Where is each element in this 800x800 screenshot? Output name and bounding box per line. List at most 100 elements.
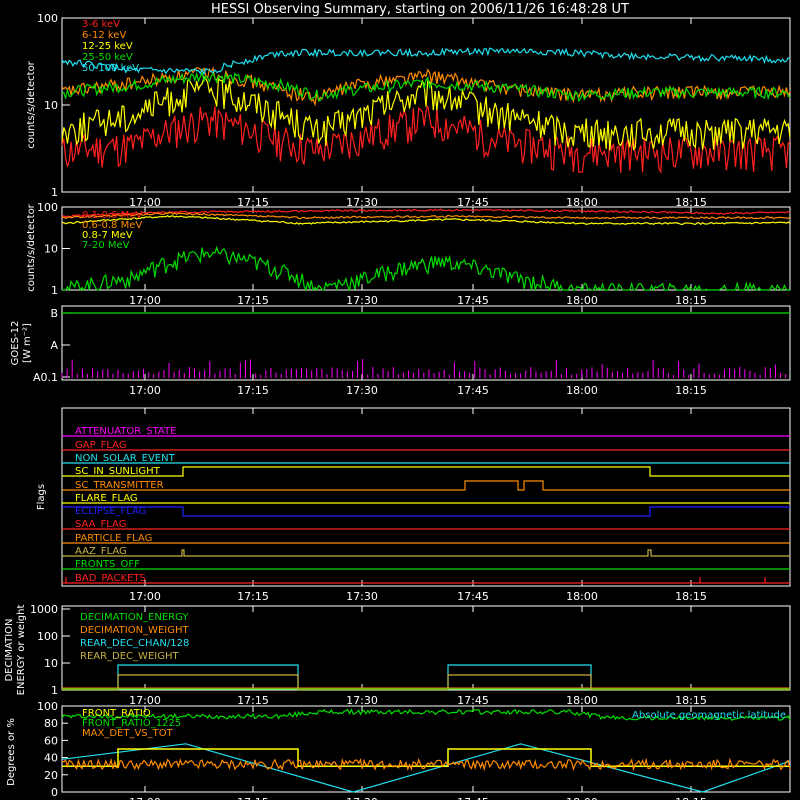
legend-x-ray-0: 3-6 keV — [82, 19, 120, 30]
y-tick-label: 100 — [37, 201, 58, 214]
x-tick-label: 17:15 — [237, 694, 269, 707]
panel-gamma-ylabel: counts/s/detector — [26, 203, 37, 291]
x-tick-label: 18:00 — [566, 796, 598, 800]
y-tick-label: 100 — [37, 700, 58, 713]
flag-label-2: NON_SOLAR_EVENT — [75, 453, 176, 464]
flag-label-9: AAZ_FLAG — [75, 546, 127, 557]
flag-trace-6 — [62, 506, 790, 517]
panel-ratios: 17:00 17:15 17:30 17:45 18:00 18:15 0 20 40 60 80 1… — [6, 700, 791, 800]
x-tick-label: 17:30 — [346, 694, 378, 707]
y-tick-label: B — [50, 307, 58, 320]
legend-x-ray-4: 50-100 keV — [82, 63, 139, 74]
x-tick-label: 17:00 — [129, 694, 161, 707]
y-tick-label: 100 — [37, 12, 58, 25]
y-tick-label: 20 — [44, 769, 58, 782]
flag-label-6: ECLIPSE_FLAG — [75, 506, 146, 517]
legend-decimation-1: DECIMATION_WEIGHT — [80, 625, 189, 636]
x-tick-label: 18:15 — [675, 196, 707, 209]
legend-ratios-1: FRONT_RATIO_1225 — [82, 718, 181, 729]
y-tick-label: 60 — [44, 734, 58, 747]
legend-decimation-0: DECIMATION_ENERGY — [80, 612, 189, 623]
panel-goes-ylabel: GOES-12 — [10, 321, 21, 366]
x-tick-label: 18:00 — [566, 196, 598, 209]
legend-gamma-3: 7-20 MeV — [82, 240, 130, 251]
panel-decimation: 17:00 17:15 17:30 17:45 18:00 18:15 1 10 100 1000… — [4, 603, 791, 707]
x-tick-label: 17:45 — [457, 196, 489, 209]
panel-flags-ylabel: Flags — [36, 484, 47, 510]
series-line-gamma-0 — [61, 208, 791, 218]
trace-front-ratio — [61, 708, 791, 721]
x-tick-label: 18:15 — [675, 384, 707, 397]
y-tick-label: 1 — [51, 284, 58, 297]
series-line-gamma-1 — [61, 212, 791, 220]
panel-decimation-ylabel: DECIMATION — [4, 618, 15, 681]
x-tick-label: 17:15 — [237, 294, 269, 307]
flag-label-3: SC_IN_SUNLIGHT — [75, 466, 161, 477]
panel-goes-ylabel-unit: [W m⁻²] — [22, 323, 33, 363]
x-tick-label: 17:00 — [129, 796, 161, 800]
y-tick-label: 0 — [51, 786, 58, 799]
x-tick-label: 17:00 — [129, 590, 161, 603]
x-tick-label: 17:45 — [457, 590, 489, 603]
x-tick-label: 18:00 — [566, 294, 598, 307]
flag-trace-4 — [62, 480, 790, 491]
legend-gamma-2: 0.8-7 MeV — [82, 230, 133, 241]
y-tick-label: 1 — [51, 684, 58, 697]
x-tick-label: 18:15 — [675, 796, 707, 800]
y-tick-label: 80 — [44, 717, 58, 730]
series-line-x-ray-0 — [61, 105, 791, 174]
x-tick-label: 18:00 — [566, 694, 598, 707]
panel-gamma: 17:00 17:15 17:30 17:45 18:00 18:15 1 10 100coun… — [26, 201, 791, 307]
x-tick-label: 18:15 — [675, 294, 707, 307]
flag-label-11: BAD_PACKETS — [75, 573, 146, 584]
flag-label-1: GAP_FLAG — [75, 440, 127, 451]
y-tick-label: A0.1 — [33, 371, 58, 384]
flag-label-0: ATTENUATOR_STATE — [75, 426, 176, 437]
x-tick-label: 17:45 — [457, 796, 489, 800]
trace-max-det-vs-tot — [61, 757, 791, 772]
flag-trace-3 — [62, 466, 790, 477]
flag-trace-9 — [62, 549, 790, 557]
panel-ratios-ylabel: Degrees or % — [6, 718, 17, 786]
y-tick-label: 100 — [37, 630, 58, 643]
panel-ratios-frame — [61, 705, 791, 793]
series-line-gamma-2 — [61, 215, 791, 226]
flag-label-4: SC_TRANSMITTER — [75, 480, 164, 491]
flag-label-8: PARTICLE_FLAG — [75, 533, 152, 544]
panel-goes: 17:00 17:15 17:30 17:45 18:00 18:15 A0.1 A B GOES… — [10, 305, 791, 397]
panel-decimation-ylabel-2: ENERGY or weight — [16, 605, 27, 696]
panel-flags-frame — [61, 407, 791, 587]
legend-x-ray-2: 12-25 keV — [82, 41, 133, 52]
series-line-x-ray-2 — [61, 75, 791, 151]
x-tick-label: 18:15 — [675, 694, 707, 707]
x-tick-label: 18:00 — [566, 590, 598, 603]
flag-trace-11 — [62, 577, 790, 584]
x-tick-label: 17:30 — [346, 294, 378, 307]
x-tick-label: 17:15 — [237, 384, 269, 397]
x-tick-label: 17:30 — [346, 796, 378, 800]
figure-title: HESSI Observing Summary, starting on 200… — [211, 2, 629, 17]
legend-ratios-0: FRONT_RATIO — [82, 708, 151, 719]
panel-x-ray: 17:00 17:15 17:30 17:45 18:00 18:15 1 10 100 coun… — [26, 12, 791, 209]
trace-rear-dec-weight — [62, 674, 790, 691]
y-tick-label: 10 — [44, 243, 58, 256]
legend-x-ray-1: 6-12 keV — [82, 30, 126, 41]
y-tick-label: 10 — [44, 99, 58, 112]
flag-label-10: FRONTS_OFF — [75, 559, 140, 570]
panel-goes-frame — [61, 305, 791, 381]
panel-x-ray-ylabel: counts/s/detector — [26, 60, 37, 148]
legend-x-ray-3: 25-50 keV — [82, 52, 133, 63]
y-tick-label: 1000 — [30, 603, 58, 616]
x-tick-label: 17:15 — [237, 590, 269, 603]
series-line-x-ray-4 — [61, 47, 791, 76]
y-tick-label: A — [50, 339, 58, 352]
x-tick-label: 17:30 — [346, 196, 378, 209]
x-tick-label: 17:45 — [457, 694, 489, 707]
note-geomagnetic-latitude: Absolute geomagnetic latitude — [632, 710, 786, 721]
y-tick-label: 1 — [51, 186, 58, 199]
x-tick-label: 17:15 — [237, 196, 269, 209]
x-tick-label: 17:00 — [129, 294, 161, 307]
legend-decimation-3: REAR_DEC_WEIGHT — [80, 651, 179, 662]
x-tick-label: 17:30 — [346, 384, 378, 397]
